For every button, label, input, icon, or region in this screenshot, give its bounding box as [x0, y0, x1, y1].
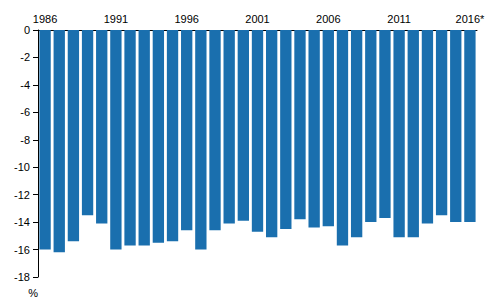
- svg-text:2006: 2006: [316, 13, 340, 25]
- svg-text:1986: 1986: [33, 13, 57, 25]
- svg-text:2011: 2011: [387, 13, 411, 25]
- svg-text:1996: 1996: [174, 13, 198, 25]
- svg-text:2016*: 2016*: [456, 13, 485, 25]
- svg-text:%: %: [28, 287, 38, 299]
- svg-text:-18: -18: [14, 271, 30, 283]
- svg-text:-10: -10: [14, 161, 30, 173]
- svg-text:-2: -2: [20, 51, 30, 63]
- svg-text:1991: 1991: [104, 13, 128, 25]
- svg-text:-4: -4: [20, 79, 30, 91]
- svg-text:-12: -12: [14, 189, 30, 201]
- svg-text:0: 0: [24, 24, 30, 36]
- svg-text:-14: -14: [14, 216, 30, 228]
- svg-text:-6: -6: [20, 106, 30, 118]
- svg-text:-16: -16: [14, 244, 30, 256]
- svg-text:-8: -8: [20, 134, 30, 146]
- svg-text:2001: 2001: [245, 13, 269, 25]
